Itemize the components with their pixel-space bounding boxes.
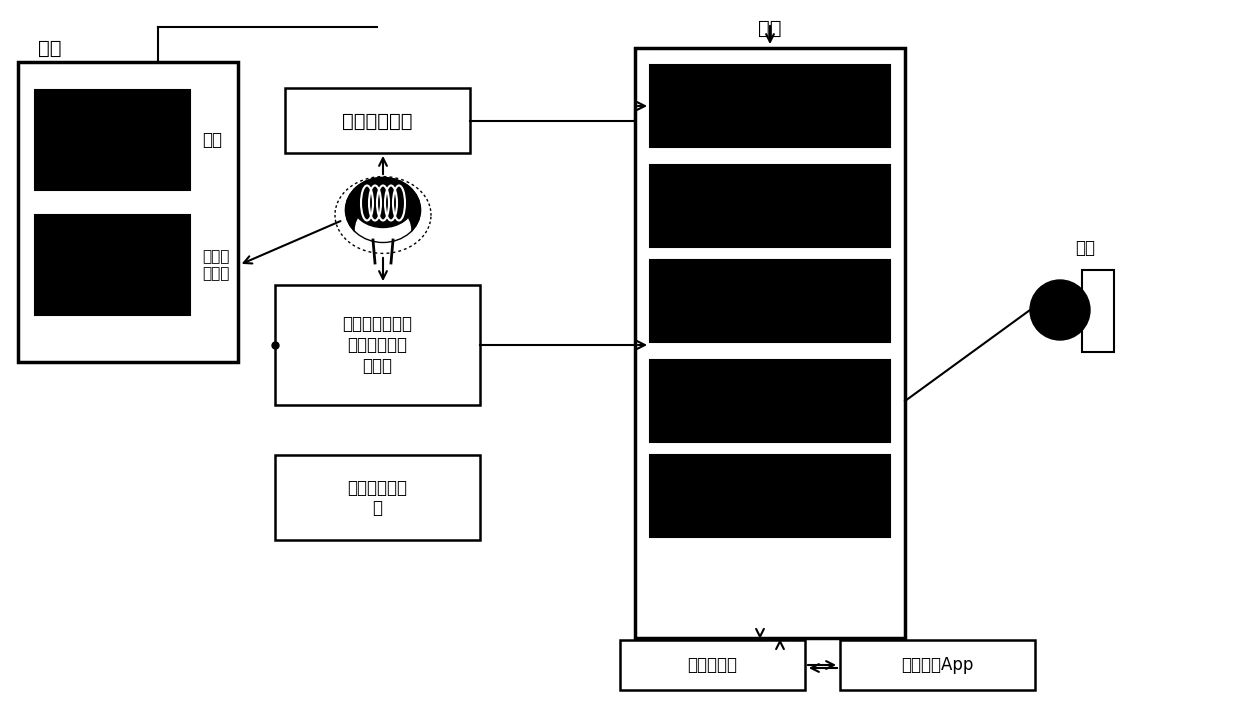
- Ellipse shape: [353, 182, 413, 227]
- Bar: [620, 640, 805, 690]
- Bar: [650, 260, 890, 342]
- Bar: [35, 90, 190, 190]
- Text: 网络共
享控制: 网络共 享控制: [202, 249, 229, 281]
- Circle shape: [1030, 280, 1090, 340]
- Bar: [635, 48, 905, 638]
- Text: 显示: 显示: [38, 39, 62, 57]
- Ellipse shape: [346, 177, 420, 242]
- Ellipse shape: [356, 205, 410, 255]
- Text: 图像与超声信
号: 图像与超声信 号: [347, 478, 407, 518]
- Bar: [650, 65, 890, 147]
- Text: 主控: 主控: [758, 19, 781, 37]
- Bar: [650, 455, 890, 537]
- Bar: [275, 285, 480, 405]
- Bar: [650, 165, 890, 247]
- Bar: [35, 215, 190, 315]
- Bar: [19, 62, 238, 362]
- Text: 轮椅: 轮椅: [1075, 239, 1095, 257]
- Bar: [650, 360, 890, 442]
- Text: 网路服务器: 网路服务器: [687, 656, 737, 674]
- Bar: [275, 455, 480, 540]
- Text: 自控: 自控: [202, 131, 222, 149]
- Bar: [285, 88, 470, 153]
- Bar: [1083, 270, 1114, 352]
- Text: 脑电信号采集: 脑电信号采集: [342, 112, 412, 131]
- Text: 呼吸率、心率、
血压及体温信
号采集: 呼吸率、心率、 血压及体温信 号采集: [342, 315, 412, 375]
- Text: 共享控制App: 共享控制App: [900, 656, 973, 674]
- Bar: [839, 640, 1035, 690]
